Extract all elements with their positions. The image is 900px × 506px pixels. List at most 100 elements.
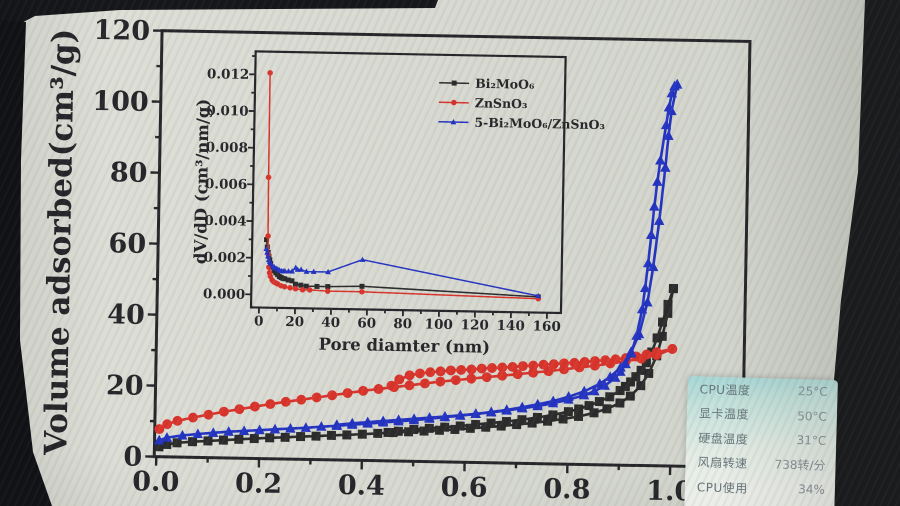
marker-circle <box>641 349 652 360</box>
marker-triangle <box>303 268 310 274</box>
monitor-row-label: GPU使用 <box>696 503 748 506</box>
marker-square <box>203 436 213 446</box>
marker-circle <box>265 233 271 239</box>
y-tick-label: 80 <box>110 157 148 189</box>
marker-circle <box>415 368 425 379</box>
marker-circle <box>281 283 288 290</box>
marker-triangle <box>535 292 542 299</box>
marker-circle <box>154 424 165 434</box>
marker-triangle <box>501 404 512 415</box>
y-axis-label: dV/dD (cm³/nm/g) <box>191 99 213 265</box>
x-tick-label: 0 <box>254 313 264 329</box>
marker-triangle <box>424 412 435 422</box>
marker-triangle <box>298 266 304 272</box>
marker-square <box>652 333 662 343</box>
marker-triangle <box>663 101 675 112</box>
marker-triangle <box>300 422 312 432</box>
marker-triangle <box>238 425 250 436</box>
marker-square <box>440 422 450 432</box>
marker-triangle <box>563 394 574 404</box>
marker-triangle <box>578 389 590 400</box>
x-tick-label: 100 <box>424 317 452 334</box>
marker-circle <box>435 366 446 377</box>
marker-circle <box>497 362 508 373</box>
marker-triangle <box>377 415 389 426</box>
y-tick-label: 0.010 <box>206 103 249 120</box>
marker-triangle <box>310 268 317 274</box>
y-tick-label: 0.012 <box>207 66 250 83</box>
marker-circle <box>287 284 293 291</box>
marker-triangle <box>636 303 648 314</box>
marker-square <box>265 433 275 443</box>
marker-circle <box>404 380 415 391</box>
marker-triangle <box>408 413 420 423</box>
marker-triangle <box>631 330 642 341</box>
marker-circle <box>456 364 467 375</box>
marker-circle <box>306 287 313 293</box>
x-tick-label: 160 <box>532 319 560 336</box>
x-tick-label: 140 <box>496 318 524 335</box>
marker-square <box>154 442 164 452</box>
y-tick-label: 120 <box>93 15 150 47</box>
marker-circle <box>528 367 539 378</box>
marker-triangle <box>455 409 466 420</box>
legend-entry-label: 5-Bi₂MoO₆/ZnSnO₃ <box>474 115 605 132</box>
marker-square <box>558 414 568 424</box>
marker-square <box>602 404 612 414</box>
marker-square <box>668 284 679 294</box>
marker-square <box>172 438 182 448</box>
marker-square <box>311 431 321 441</box>
marker-triangle <box>316 421 327 431</box>
marker-triangle <box>639 282 651 293</box>
marker-triangle <box>439 410 451 421</box>
marker-circle <box>172 415 183 426</box>
y-tick-label: 60 <box>108 228 146 260</box>
marker-square <box>292 281 298 287</box>
marker-square <box>615 398 625 408</box>
monitor-row-label: CPU使用 <box>696 480 748 496</box>
marker-circle <box>590 356 600 366</box>
marker-triangle <box>393 414 404 425</box>
marker-circle <box>600 355 611 366</box>
marker-circle <box>162 419 173 430</box>
marker-triangle <box>642 257 654 268</box>
x-tick-label: 40 <box>321 315 340 331</box>
marker-circle <box>667 343 678 354</box>
marker-square <box>470 419 481 430</box>
x-tick-label: 120 <box>460 317 488 334</box>
marker-square <box>517 415 527 425</box>
marker-square <box>644 368 654 378</box>
marker-square <box>573 411 584 422</box>
y-tick-label: 100 <box>92 86 149 118</box>
marker-triangle <box>289 268 295 274</box>
x-tick-label: 0.8 <box>543 474 591 506</box>
marker-square <box>548 410 558 420</box>
marker-triangle <box>609 372 621 382</box>
marker-square <box>501 416 512 427</box>
x-axis-label: Pore diamter (nm) <box>318 335 490 357</box>
marker-triangle <box>589 385 600 396</box>
marker-triangle <box>346 417 358 428</box>
series-line <box>336 83 678 427</box>
marker-circle <box>507 362 518 372</box>
marker-square <box>342 430 352 440</box>
marker-square <box>373 428 383 438</box>
marker-circle <box>292 286 299 292</box>
x-tick-label: 80 <box>393 316 412 332</box>
marker-circle <box>487 363 497 373</box>
marker-triangle <box>359 256 366 263</box>
x-tick-label: 0.6 <box>440 472 488 504</box>
marker-circle <box>517 361 528 372</box>
marker-triangle <box>362 416 373 427</box>
marker-square <box>455 421 465 431</box>
marker-triangle <box>620 358 631 369</box>
marker-square <box>162 439 172 449</box>
series-line <box>390 347 673 387</box>
x-tick-label: 20 <box>285 314 304 330</box>
marker-circle <box>265 174 272 181</box>
marker-circle <box>559 358 570 369</box>
x-tick-label: 60 <box>357 315 376 331</box>
y-tick-label: 20 <box>106 370 144 402</box>
